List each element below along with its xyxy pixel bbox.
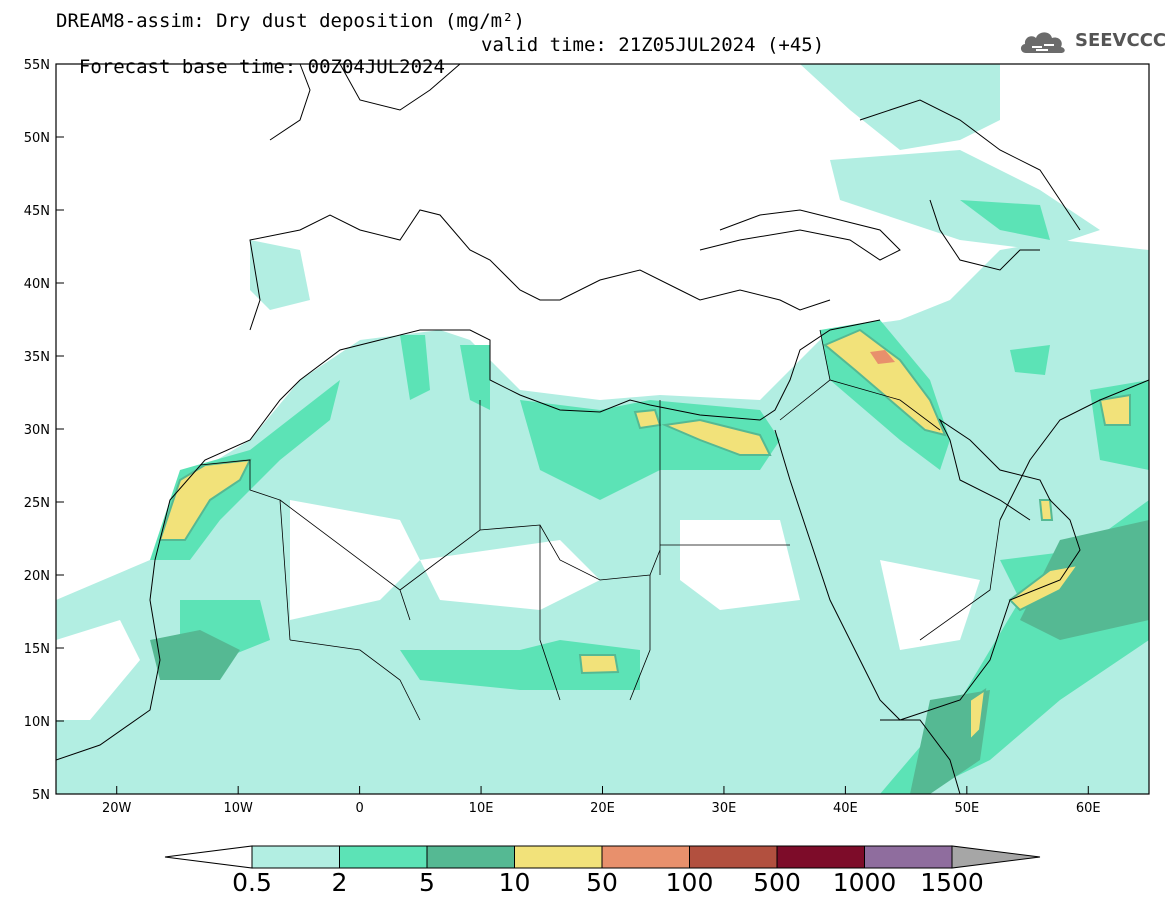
lat-tick-label: 50N <box>24 131 50 146</box>
lat-tick-label: 25N <box>24 496 50 511</box>
lat-tick-label: 55N <box>24 58 50 73</box>
lat-tick-label: 10N <box>24 715 50 730</box>
colorbar-segment <box>689 845 778 869</box>
lon-tick-label: 20W <box>102 801 132 816</box>
deposition-level-50 <box>870 350 895 364</box>
colorbar-segment <box>864 845 953 869</box>
colorbar-label: 0.5 <box>232 868 272 897</box>
latitude-labels: 55N 50N 45N 40N 35N 30N 25N 20N 15N 10N 5N <box>24 58 50 803</box>
coastlines <box>56 64 1149 794</box>
lon-tick-label: 20E <box>590 801 615 816</box>
colorbar-label: 100 <box>665 868 714 897</box>
lon-tick-label: 40E <box>833 801 858 816</box>
logo-text: SEEVCCC <box>1075 30 1165 51</box>
lat-tick-label: 15N <box>24 642 50 657</box>
lat-tick-label: 40N <box>24 277 50 292</box>
seevccc-logo: SEEVCCC <box>1018 26 1165 56</box>
lon-tick-label: 30E <box>712 801 737 816</box>
lat-tick-label: 20N <box>24 569 50 584</box>
colorbar-low-arrow <box>164 845 253 869</box>
lat-tick-label: 30N <box>24 423 50 438</box>
deposition-field <box>56 64 1149 794</box>
deposition-level-10 <box>158 328 1131 743</box>
lon-tick-label: 10W <box>223 801 253 816</box>
colorbar-segment <box>514 845 603 869</box>
axis-ticks <box>56 63 1089 795</box>
colorbar-label: 50 <box>586 868 618 897</box>
lat-tick-label: 45N <box>24 204 50 219</box>
colorbar-label: 5 <box>419 868 435 897</box>
lon-tick-label: 60E <box>1076 801 1101 816</box>
colorbar-segment <box>426 845 515 869</box>
forecast-time-line: Forecast base time: 00Z04JUL2024 valid t… <box>56 34 824 100</box>
chart-title: DREAM8-assim: Dry dust deposition (mg/m²… <box>56 10 525 32</box>
colorbar-label: 500 <box>753 868 801 897</box>
lon-tick-label: 0 <box>355 801 363 816</box>
colorbar-label: 1000 <box>832 868 897 897</box>
colorbar-high-arrow <box>951 845 1041 869</box>
valid-time-label: valid time: 21Z05JUL2024 (+45) <box>481 34 825 56</box>
country-borders <box>199 329 1001 721</box>
deposition-gaps <box>56 500 980 720</box>
colorbar-segment <box>339 845 428 869</box>
lon-tick-label: 50E <box>954 801 979 816</box>
colorbar-label: 2 <box>331 868 348 897</box>
longitude-labels: 20W 10W 0 10E 20E 30E 40E 50E 60E <box>102 801 1101 816</box>
colorbar-segment <box>601 845 690 869</box>
colorbar <box>164 845 1041 869</box>
lat-tick-label: 5N <box>32 788 50 803</box>
lat-tick-label: 35N <box>24 350 50 365</box>
colorbar-segment <box>251 845 340 869</box>
cloud-icon <box>1020 32 1065 53</box>
colorbar-segment <box>776 845 865 869</box>
colorbar-label: 1500 <box>920 868 984 897</box>
lon-tick-label: 10E <box>469 801 494 816</box>
base-time-label: Forecast base time: 00Z04JUL2024 <box>78 56 445 78</box>
colorbar-label: 10 <box>498 868 531 897</box>
